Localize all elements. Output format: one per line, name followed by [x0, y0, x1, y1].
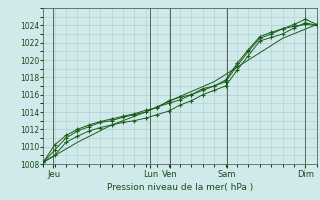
- X-axis label: Pression niveau de la mer( hPa ): Pression niveau de la mer( hPa ): [107, 183, 253, 192]
